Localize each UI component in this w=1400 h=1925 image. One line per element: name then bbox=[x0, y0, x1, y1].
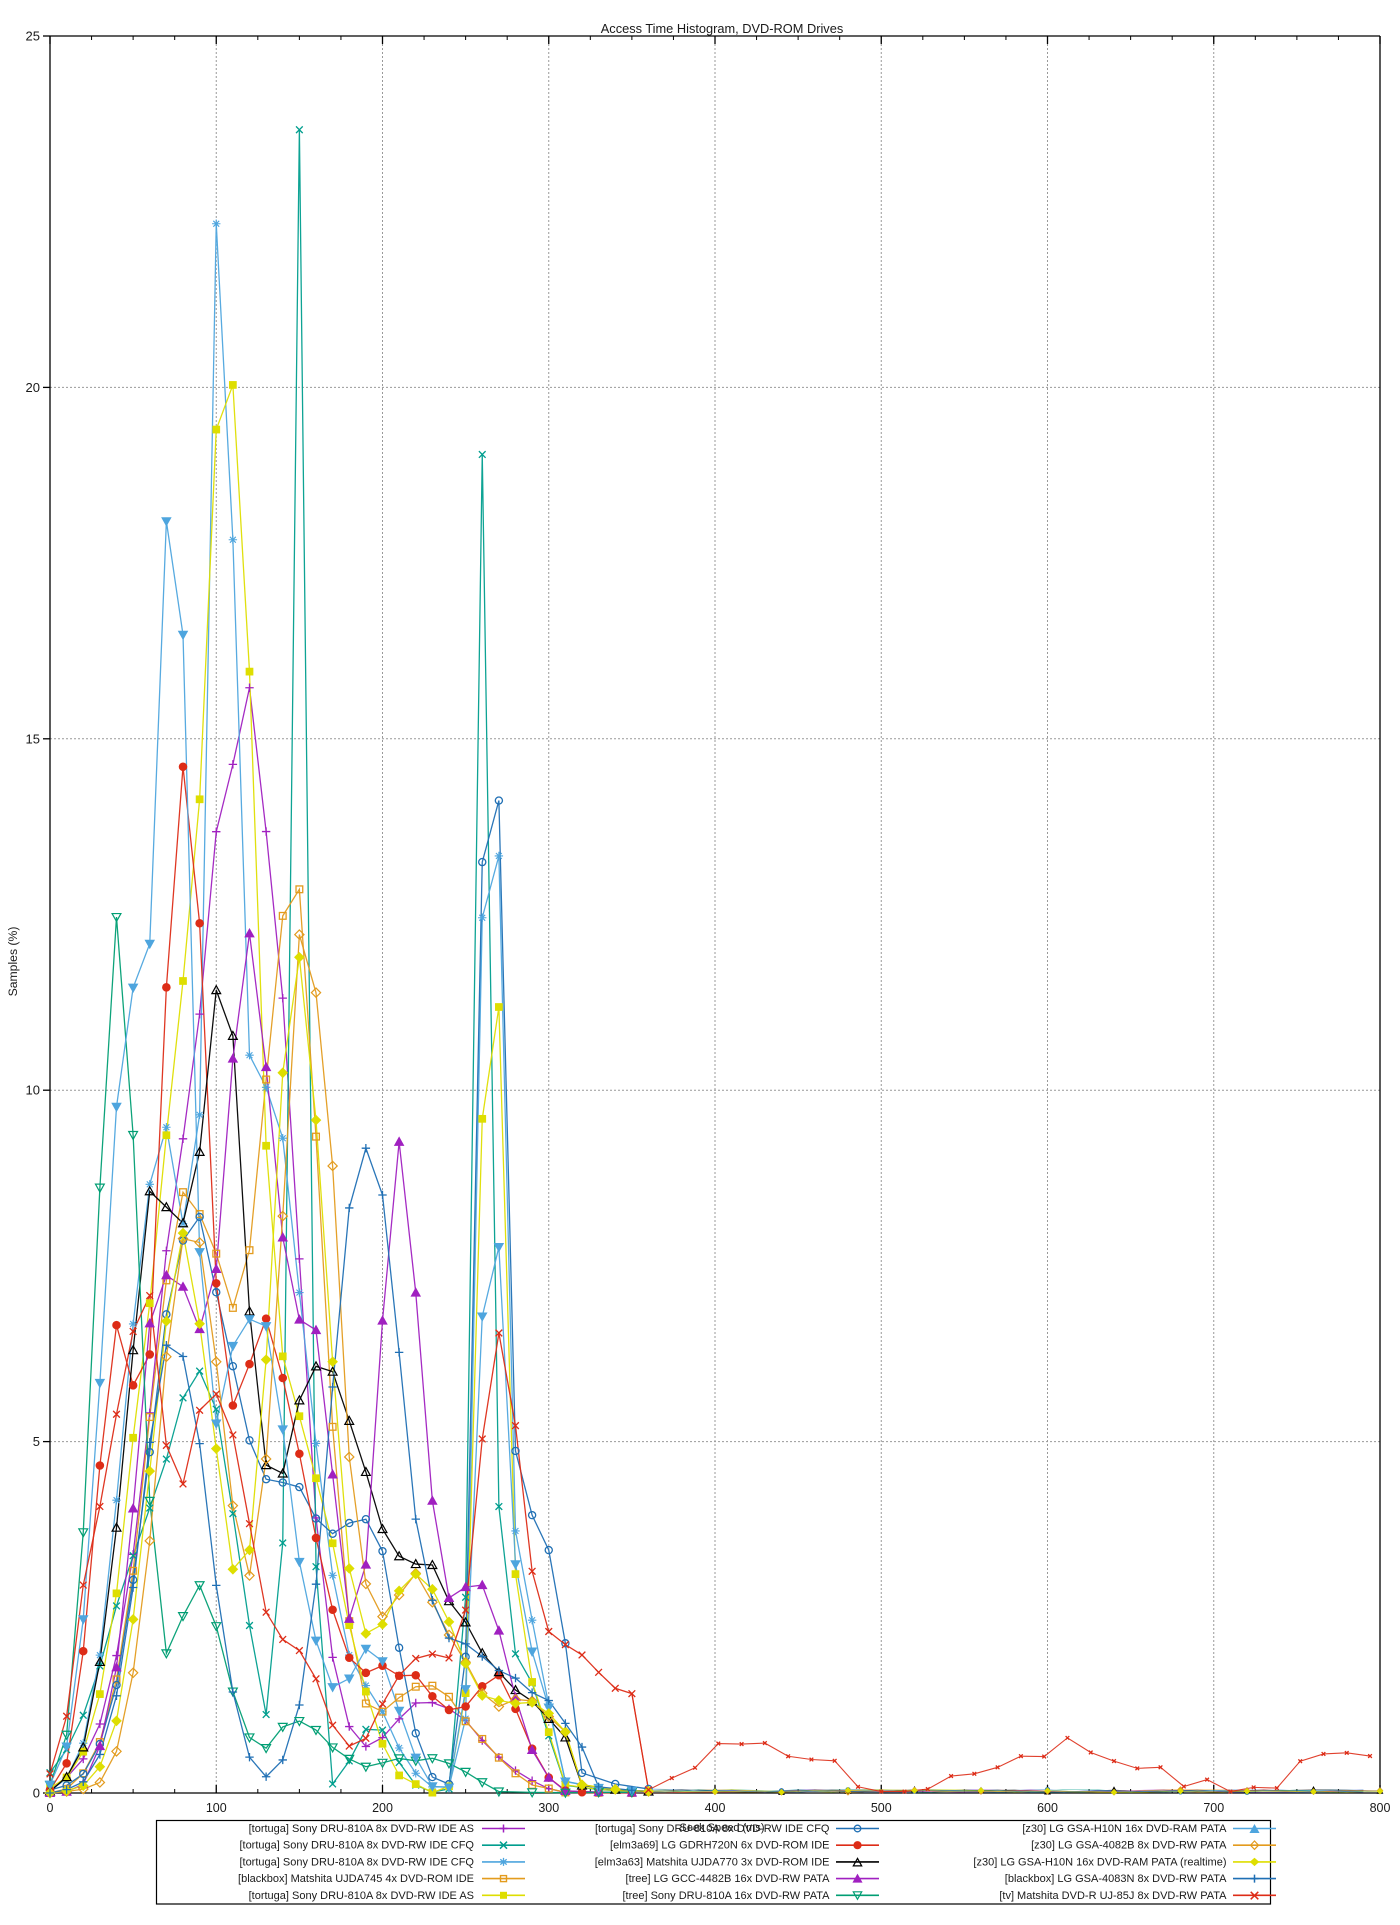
svg-text:100: 100 bbox=[206, 1801, 227, 1815]
svg-text:[z30] LG GSA-H10N 16x DVD-RAM: [z30] LG GSA-H10N 16x DVD-RAM PATA (real… bbox=[973, 1856, 1226, 1868]
svg-text:700: 700 bbox=[1203, 1801, 1224, 1815]
svg-text:15: 15 bbox=[26, 731, 40, 746]
svg-text:[elm3a69] LG GDRH720N 6x DVD-R: [elm3a69] LG GDRH720N 6x DVD-ROM IDE bbox=[610, 1840, 829, 1852]
svg-text:10: 10 bbox=[26, 1083, 40, 1098]
svg-text:[tortuga] Sony DRU-810A 8x DVD: [tortuga] Sony DRU-810A 8x DVD-RW IDE CF… bbox=[239, 1856, 474, 1868]
svg-text:[blackbox] LG GSA-4083N 8x DVD: [blackbox] LG GSA-4083N 8x DVD-RW PATA bbox=[1005, 1873, 1227, 1885]
svg-text:[elm3a63] Matshita UJDA770 3x: [elm3a63] Matshita UJDA770 3x DVD-ROM ID… bbox=[595, 1856, 830, 1868]
svg-text:[tortuga] Sony DRU-810A 8x DVD: [tortuga] Sony DRU-810A 8x DVD-RW IDE AS bbox=[249, 1823, 474, 1835]
svg-text:Samples (%): Samples (%) bbox=[6, 927, 20, 997]
svg-text:[tortuga] Sony DRU-810A 8x DVD: [tortuga] Sony DRU-810A 8x DVD-RW IDE CF… bbox=[239, 1840, 474, 1852]
svg-text:Seek Speed (ms): Seek Speed (ms) bbox=[680, 1822, 765, 1834]
svg-text:[blackbox] Matshita UJDA745 4x: [blackbox] Matshita UJDA745 4x DVD-ROM I… bbox=[238, 1873, 474, 1885]
svg-text:20: 20 bbox=[26, 380, 40, 395]
svg-text:[tree] Sony DRU-810A 16x DVD-R: [tree] Sony DRU-810A 16x DVD-RW PATA bbox=[622, 1890, 830, 1902]
svg-text:600: 600 bbox=[1037, 1801, 1058, 1815]
svg-text:Access Time Histogram, DVD-ROM: Access Time Histogram, DVD-ROM Drives bbox=[601, 21, 843, 36]
svg-text:[tv] Matshita DVD-R UJ-85J 8x: [tv] Matshita DVD-R UJ-85J 8x DVD-RW PAT… bbox=[999, 1890, 1227, 1902]
svg-text:300: 300 bbox=[538, 1801, 559, 1815]
svg-text:800: 800 bbox=[1370, 1801, 1391, 1815]
svg-text:500: 500 bbox=[871, 1801, 892, 1815]
svg-text:25: 25 bbox=[26, 29, 40, 44]
svg-text:0: 0 bbox=[47, 1801, 54, 1815]
svg-text:[z30] LG GSA-H10N 16x DVD-RAM: [z30] LG GSA-H10N 16x DVD-RAM PATA bbox=[1022, 1823, 1227, 1835]
svg-text:200: 200 bbox=[372, 1801, 393, 1815]
svg-text:5: 5 bbox=[33, 1434, 40, 1449]
svg-text:0: 0 bbox=[33, 1786, 40, 1801]
svg-text:[z30] LG GSA-4082B 8x DVD-RW P: [z30] LG GSA-4082B 8x DVD-RW PATA bbox=[1031, 1840, 1227, 1852]
svg-text:400: 400 bbox=[705, 1801, 726, 1815]
svg-text:[tree] LG GCC-4482B 16x DVD-RW: [tree] LG GCC-4482B 16x DVD-RW PATA bbox=[626, 1873, 831, 1885]
svg-text:[tortuga] Sony DRU-810A 8x DVD: [tortuga] Sony DRU-810A 8x DVD-RW IDE AS bbox=[249, 1890, 474, 1902]
